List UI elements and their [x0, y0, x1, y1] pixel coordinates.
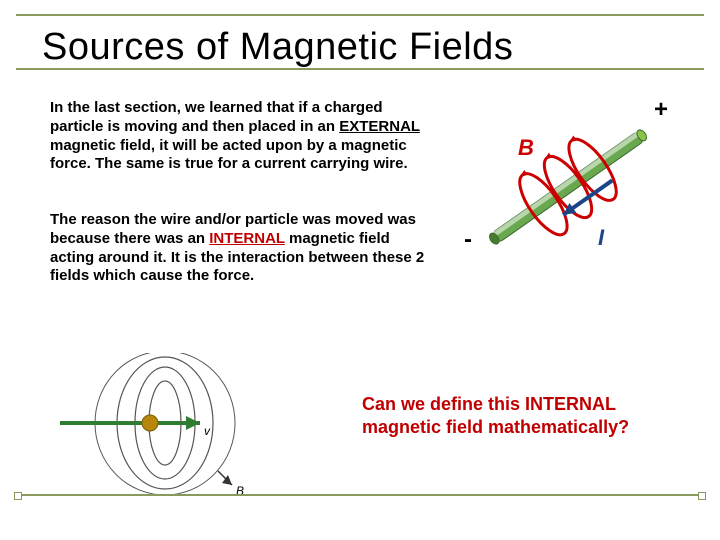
charged-particle	[142, 415, 158, 431]
plus-label: +	[654, 96, 668, 123]
para1-pre: In the last section, we learned that if …	[50, 99, 383, 135]
title-rule-bottom	[16, 68, 704, 70]
corner-square-left	[14, 492, 22, 500]
particle-field-diagram: v B	[50, 353, 280, 513]
i-label: I	[598, 225, 605, 250]
slide-container: Sources of Magnetic Fields In the last s…	[0, 0, 720, 540]
slide-title: Sources of Magnetic Fields	[32, 18, 688, 75]
wire-field-diagram: B I + -	[458, 87, 678, 287]
body-area: In the last section, we learned that if …	[32, 93, 688, 513]
paragraph-2: The reason the wire and/or particle was …	[50, 211, 430, 286]
b-label: B	[518, 135, 534, 160]
bottom-rule	[16, 494, 704, 496]
corner-square-right	[698, 492, 706, 500]
question-text: Can we define this INTERNAL magnetic fie…	[362, 393, 682, 438]
title-rule-top	[16, 14, 704, 16]
para1-external-word: EXTERNAL	[339, 118, 420, 135]
para2-internal-word: INTERNAL	[209, 230, 285, 247]
minus-label: -	[464, 226, 472, 253]
velocity-arrow-head	[186, 416, 200, 430]
paragraph-1: In the last section, we learned that if …	[50, 99, 430, 174]
para1-post: magnetic field, it will be acted upon by…	[50, 137, 408, 173]
v-label: v	[204, 424, 211, 438]
